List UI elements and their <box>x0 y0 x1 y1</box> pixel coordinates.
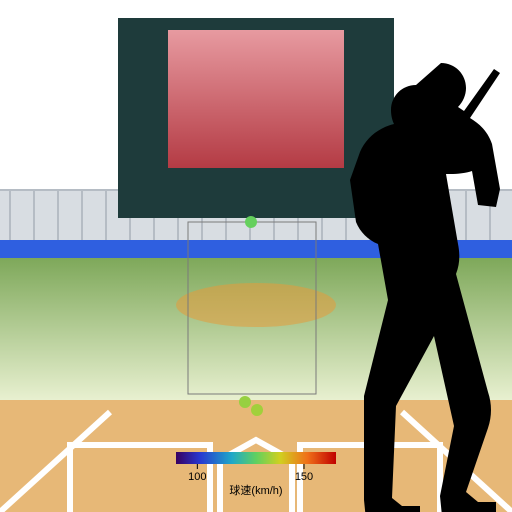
pitch-marker <box>251 404 263 416</box>
pitchers-mound <box>176 283 336 327</box>
legend-tick-label: 100 <box>188 471 206 483</box>
scoreboard-neck <box>170 168 342 218</box>
pitch-location-chart: 100 150 球速(km/h) <box>0 0 512 512</box>
legend-tick-label: 150 <box>295 471 313 483</box>
pitch-marker <box>239 396 251 408</box>
speed-legend-bar <box>176 452 336 464</box>
scoreboard-screen <box>168 30 344 168</box>
chart-svg: 100 150 球速(km/h) <box>0 0 512 512</box>
pitch-marker <box>245 216 257 228</box>
legend-label: 球速(km/h) <box>229 483 282 497</box>
